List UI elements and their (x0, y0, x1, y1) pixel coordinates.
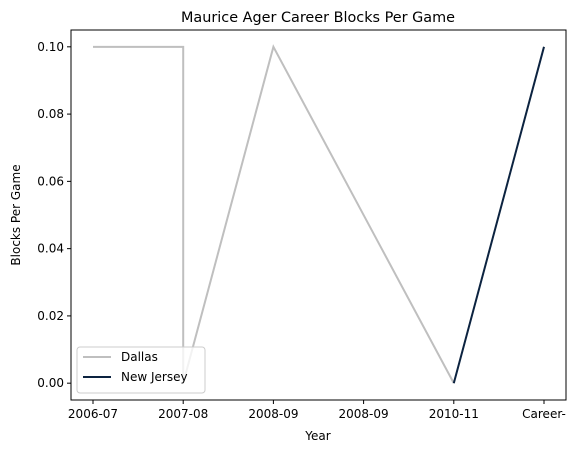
x-tick-label: 2008-09 (248, 407, 298, 421)
y-tick-label: 0.02 (37, 309, 64, 323)
series-line-dallas (93, 44, 455, 384)
y-axis-label: Blocks Per Game (9, 164, 23, 265)
x-axis-label: Year (304, 429, 330, 443)
x-tick-label: 2007-08 (158, 407, 208, 421)
y-tick-label: 0.00 (37, 376, 64, 390)
x-tick-label: 2010-11 (429, 407, 479, 421)
x-tick-label: Career- (522, 407, 566, 421)
plot-frame (70, 29, 567, 401)
y-tick-label: 0.06 (37, 174, 64, 188)
chart-title: Maurice Ager Career Blocks Per Game (181, 10, 455, 26)
x-axis-ticks: 2006-07 2007-08 2008-09 2008-09 2010-11 Caree… (68, 400, 566, 421)
plot-area (70, 29, 567, 401)
legend-box (76, 346, 206, 394)
y-tick-label: 0.10 (37, 40, 64, 54)
series-line-new-jersey (452, 46, 545, 384)
legend-label: Dallas (121, 350, 158, 364)
legend-label: New Jersey (121, 370, 188, 384)
x-tick-label: 2006-07 (68, 407, 118, 421)
y-tick-label: 0.08 (37, 107, 64, 121)
legend: Dallas New Jersey (76, 346, 206, 394)
y-axis-ticks: 0.00 0.02 0.04 0.06 0.08 0.10 (37, 40, 71, 390)
series-layer (93, 44, 545, 384)
x-tick-label: 2008-09 (339, 407, 389, 421)
y-tick-label: 0.04 (37, 242, 64, 256)
